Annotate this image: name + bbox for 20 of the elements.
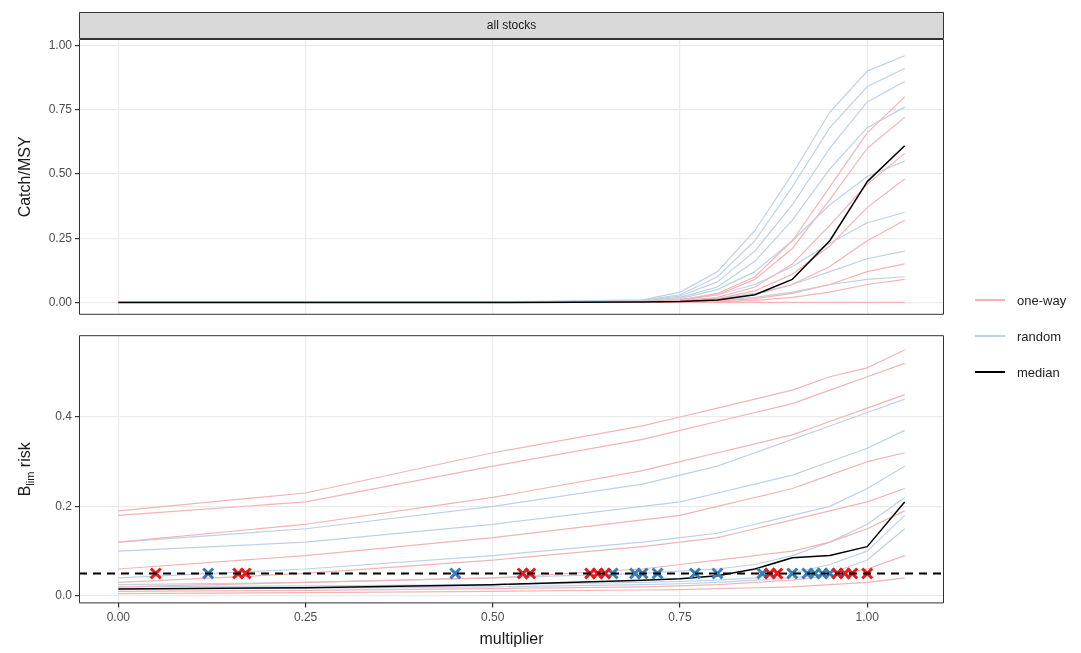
y-tick-label: 0.25	[48, 230, 73, 245]
chart-title: all stocks	[486, 17, 537, 32]
y-tick-label: 1.00	[48, 37, 73, 52]
legend-label: one-way	[1017, 292, 1067, 308]
y-tick-label: 0.0	[55, 588, 73, 603]
y-tick-label: 0.50	[48, 166, 73, 181]
y-tick-label: 0.2	[55, 498, 73, 513]
x-tick-label: 0.00	[106, 609, 131, 624]
legend-label: median	[1017, 364, 1060, 380]
x-tick-label: 0.50	[481, 609, 505, 624]
x-tick-label: 0.25	[293, 609, 318, 624]
x-axis-title: multiplier	[479, 629, 545, 647]
y-tick-label: 0.4	[55, 409, 73, 424]
y-axis-title: Catch/MSY	[16, 136, 33, 218]
x-tick-label: 0.75	[668, 609, 693, 624]
y-tick-label: 0.00	[48, 294, 73, 309]
y-tick-label: 0.75	[48, 102, 73, 116]
x-tick-label: 1.00	[855, 609, 880, 624]
y-axis-title: Blim risk	[16, 441, 36, 497]
legend-label: random	[1017, 328, 1062, 344]
